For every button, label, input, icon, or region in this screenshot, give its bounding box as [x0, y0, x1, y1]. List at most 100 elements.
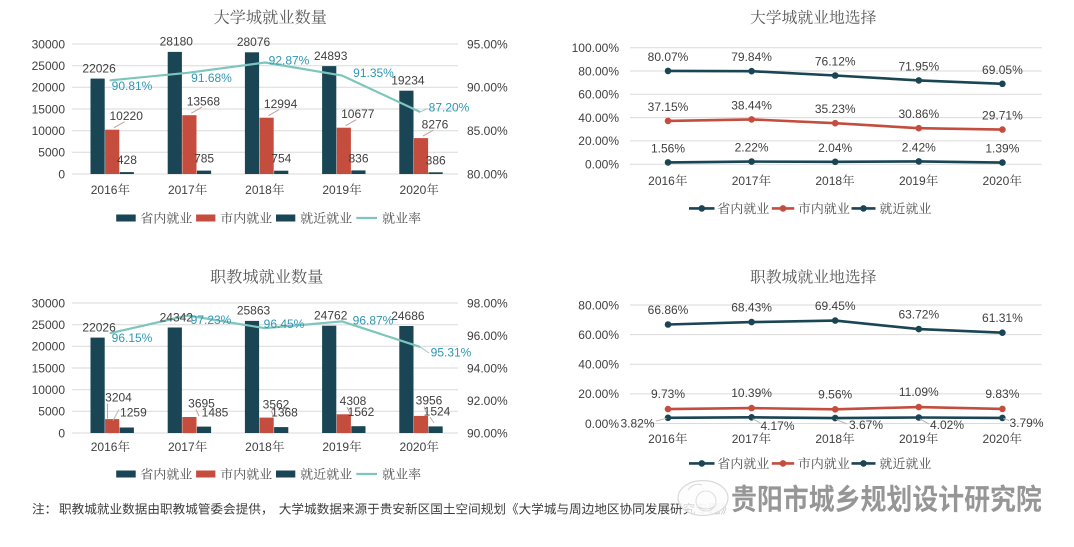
svg-text:80.00%: 80.00%	[578, 298, 619, 312]
svg-text:20000: 20000	[32, 340, 66, 354]
svg-text:2018: 2018	[245, 183, 272, 197]
svg-text:2017: 2017	[168, 440, 195, 454]
svg-text:24686: 24686	[391, 309, 425, 323]
svg-text:2017: 2017	[732, 432, 759, 446]
svg-text:2016: 2016	[648, 174, 675, 188]
svg-text:60.00%: 60.00%	[578, 328, 619, 342]
svg-text:90.00%: 90.00%	[467, 426, 508, 440]
svg-text:19234: 19234	[391, 74, 425, 88]
svg-text:1524: 1524	[424, 405, 451, 419]
svg-text:2019: 2019	[322, 183, 349, 197]
svg-text:13568: 13568	[187, 95, 221, 109]
svg-text:8276: 8276	[422, 118, 449, 132]
svg-text:9.83%: 9.83%	[985, 387, 1019, 401]
svg-text:2.22%: 2.22%	[735, 141, 769, 155]
svg-text:9.56%: 9.56%	[818, 387, 852, 401]
svg-text:80.00%: 80.00%	[578, 64, 619, 78]
svg-text:96.45%: 96.45%	[264, 317, 305, 331]
svg-text:2017: 2017	[168, 183, 195, 197]
svg-text:38.44%: 38.44%	[731, 98, 772, 112]
svg-text:79.84%: 79.84%	[731, 50, 772, 64]
svg-text:15000: 15000	[32, 361, 66, 375]
svg-text:3956: 3956	[416, 394, 443, 408]
svg-text:94.00%: 94.00%	[467, 361, 508, 375]
svg-text:40.00%: 40.00%	[578, 111, 619, 125]
svg-text:1485: 1485	[202, 406, 229, 420]
svg-text:10000: 10000	[32, 383, 66, 397]
svg-text:2020: 2020	[983, 174, 1010, 188]
svg-text:95.31%: 95.31%	[431, 346, 472, 360]
svg-text:96.15%: 96.15%	[112, 331, 153, 345]
svg-text:29.71%: 29.71%	[982, 109, 1023, 123]
svg-text:2019: 2019	[322, 440, 349, 454]
svg-text:2018: 2018	[245, 440, 272, 454]
svg-text:2018: 2018	[815, 432, 842, 446]
svg-text:20.00%: 20.00%	[578, 387, 619, 401]
svg-text:92.00%: 92.00%	[467, 394, 508, 408]
svg-text:30000: 30000	[32, 37, 66, 51]
svg-text:836: 836	[348, 151, 368, 165]
svg-text:68.43%: 68.43%	[731, 301, 772, 315]
svg-text:1.56%: 1.56%	[651, 141, 685, 155]
svg-text:100.00%: 100.00%	[572, 41, 620, 55]
svg-text:2018: 2018	[815, 174, 842, 188]
svg-text:85.00%: 85.00%	[467, 124, 508, 138]
svg-text:3.79%: 3.79%	[1009, 416, 1043, 430]
svg-text:22026: 22026	[82, 61, 116, 75]
svg-text:2020: 2020	[400, 440, 427, 454]
svg-text:1562: 1562	[348, 405, 375, 419]
svg-text:25000: 25000	[32, 318, 66, 332]
svg-text:10000: 10000	[32, 124, 66, 138]
svg-text:2.04%: 2.04%	[818, 141, 852, 155]
svg-text:28076: 28076	[237, 35, 271, 49]
svg-text:0: 0	[58, 167, 65, 181]
svg-text:76.12%: 76.12%	[815, 55, 856, 69]
svg-text:5000: 5000	[38, 146, 65, 160]
svg-text:24893: 24893	[314, 49, 348, 63]
svg-text:2.42%: 2.42%	[902, 140, 936, 154]
svg-text:87.20%: 87.20%	[429, 101, 470, 115]
svg-text:3695: 3695	[188, 397, 215, 411]
svg-text:25000: 25000	[32, 59, 66, 73]
svg-text:90.00%: 90.00%	[467, 81, 508, 95]
svg-text:10.39%: 10.39%	[731, 386, 772, 400]
svg-text:22026: 22026	[82, 320, 116, 334]
svg-text:5000: 5000	[38, 405, 65, 419]
svg-text:0.00%: 0.00%	[585, 417, 619, 431]
svg-text:60.00%: 60.00%	[578, 88, 619, 102]
svg-text:30000: 30000	[32, 296, 66, 310]
svg-text:98.00%: 98.00%	[467, 296, 508, 310]
svg-text:1368: 1368	[271, 406, 298, 420]
svg-text:3204: 3204	[105, 391, 132, 405]
svg-text:97.23%: 97.23%	[191, 313, 232, 327]
svg-text:785: 785	[194, 152, 214, 166]
svg-text:71.95%: 71.95%	[898, 59, 939, 73]
svg-text:91.68%: 91.68%	[191, 71, 232, 85]
svg-text:1259: 1259	[120, 406, 147, 420]
svg-text:25863: 25863	[237, 304, 271, 318]
svg-text:20.00%: 20.00%	[578, 134, 619, 148]
svg-text:386: 386	[426, 153, 446, 167]
svg-text:1.39%: 1.39%	[985, 142, 1019, 156]
svg-text:69.05%: 69.05%	[982, 63, 1023, 77]
svg-text:2016: 2016	[648, 432, 675, 446]
svg-text:10220: 10220	[110, 109, 144, 123]
svg-text:4308: 4308	[340, 394, 367, 408]
svg-text:91.35%: 91.35%	[353, 66, 394, 80]
svg-text:754: 754	[271, 152, 291, 166]
svg-text:11.09%: 11.09%	[899, 385, 939, 399]
svg-text:2019: 2019	[899, 432, 926, 446]
svg-text:428: 428	[117, 153, 137, 167]
svg-text:40.00%: 40.00%	[578, 358, 619, 372]
svg-text:2016: 2016	[91, 183, 118, 197]
svg-text:0: 0	[58, 426, 65, 440]
svg-text:3562: 3562	[263, 398, 290, 412]
svg-text:2020: 2020	[983, 432, 1010, 446]
svg-text:0.00%: 0.00%	[585, 158, 619, 172]
svg-text:66.86%: 66.86%	[648, 303, 689, 317]
svg-text:80.00%: 80.00%	[467, 167, 508, 181]
svg-text:96.87%: 96.87%	[353, 314, 394, 328]
svg-text:95.00%: 95.00%	[467, 37, 508, 51]
svg-text:2017: 2017	[732, 174, 759, 188]
svg-text:35.23%: 35.23%	[815, 102, 856, 116]
